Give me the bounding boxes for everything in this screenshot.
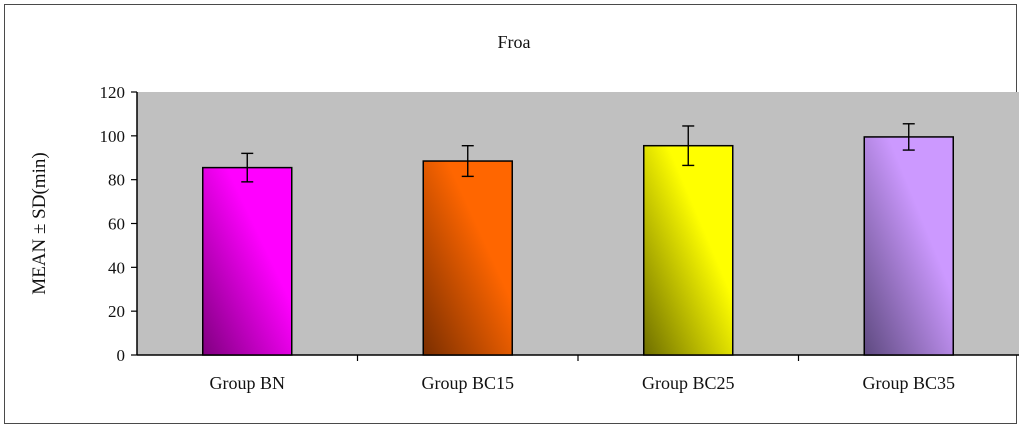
category-label: Group BN: [210, 373, 286, 393]
category-label: Group BC35: [862, 373, 955, 393]
y-tick-label: 20: [108, 302, 125, 321]
bar: [202, 166, 293, 356]
category-label: Group BC15: [421, 373, 514, 393]
category-label: Group BC25: [642, 373, 735, 393]
error-bars: [241, 123, 915, 183]
y-tick-label: 80: [108, 171, 125, 190]
category-labels: Group BN Group BC15 Group BC25 Group BC35: [210, 373, 956, 393]
bars: [202, 136, 954, 356]
y-tick-label: 100: [100, 127, 126, 146]
y-axis-label: MEAN ± SD(min): [29, 152, 50, 294]
bar: [863, 136, 954, 356]
chart-title: Froa: [498, 32, 531, 52]
y-tick-label: 0: [117, 346, 126, 365]
bar: [422, 160, 513, 356]
y-tick-label: 60: [108, 215, 125, 234]
y-tick-labels: 0 20 40 60 80 100 120: [100, 83, 126, 365]
y-tick-label: 120: [100, 83, 126, 102]
bar: [643, 144, 734, 356]
y-tick-label: 40: [108, 258, 125, 277]
